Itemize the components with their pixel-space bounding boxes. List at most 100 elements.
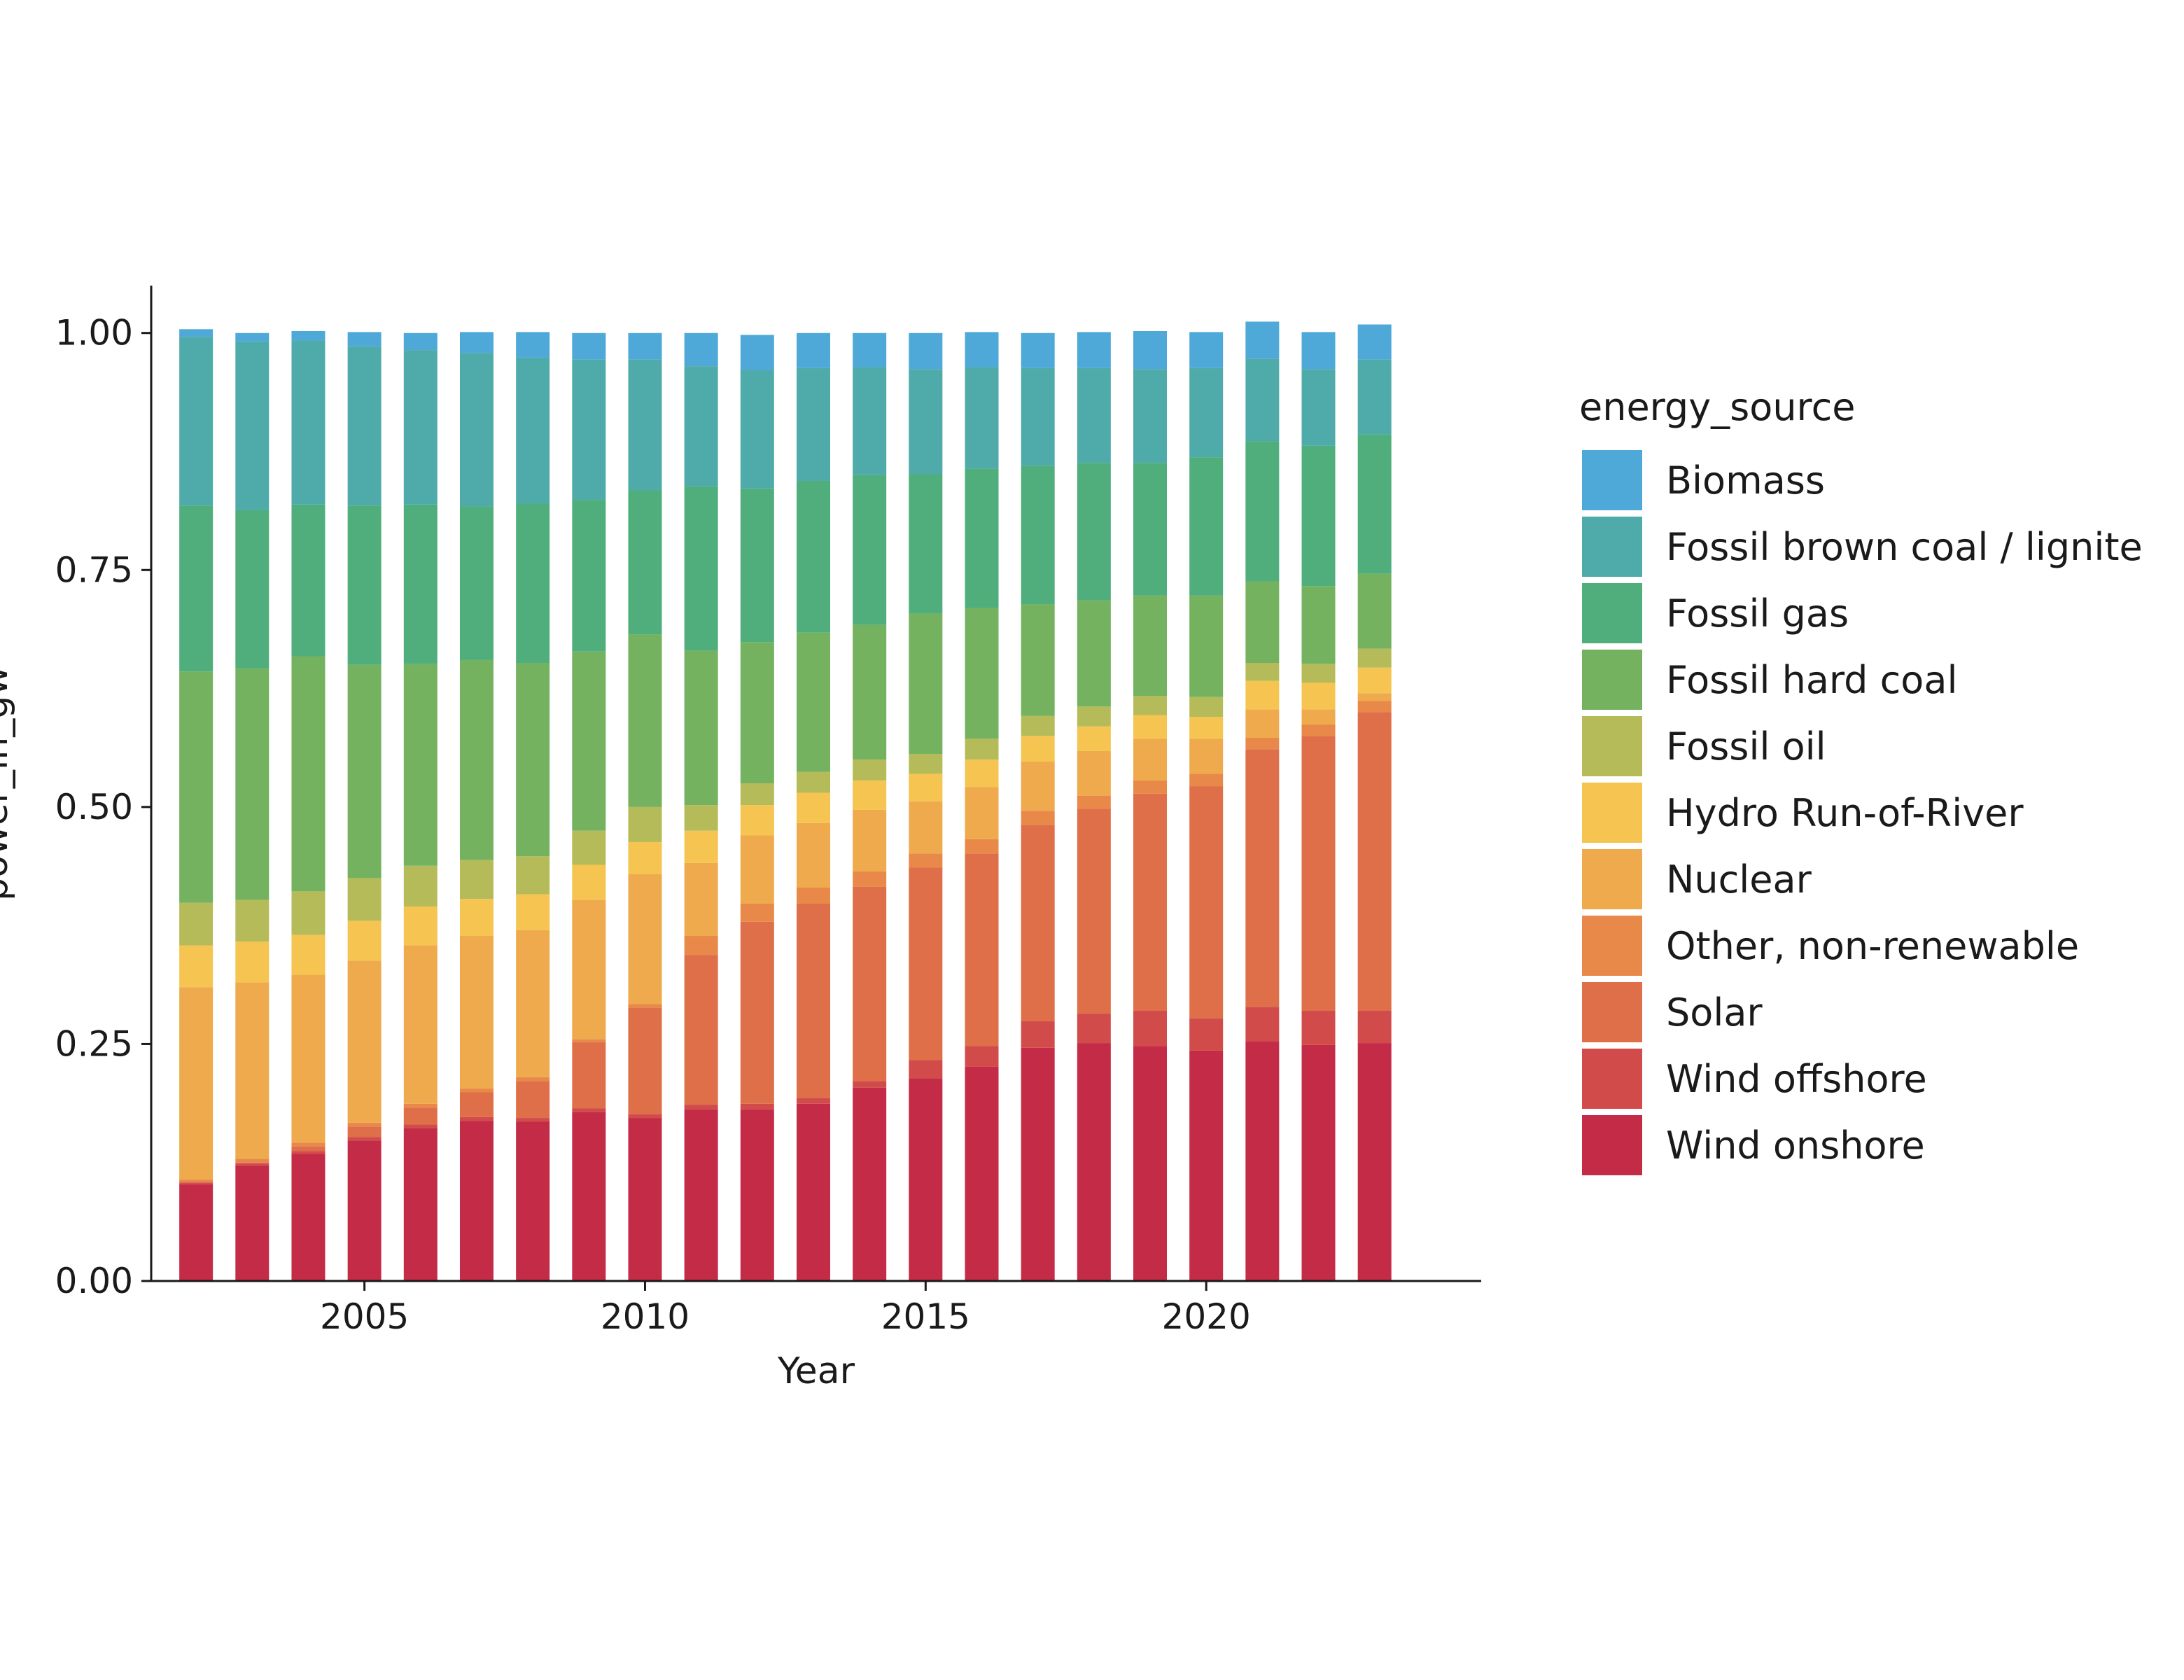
bar-segment-hydro-run-of-river-2006 [403,906,438,946]
bar-segment-wind-offshore-2016 [965,1046,999,1067]
bar-segment-fossil-oil-2015 [909,754,943,774]
bar-segment-hydro-run-of-river-2019 [1133,715,1168,739]
bar-segment-fossil-brown-coal-lignite-2006 [403,350,438,505]
bar-segment-wind-onshore-2006 [403,1128,438,1281]
bar-segment-fossil-gas-2009 [572,500,606,652]
bar-segment-fossil-gas-2019 [1133,463,1168,596]
bar-segment-wind-onshore-2007 [459,1121,493,1281]
y-ticks: 0.00 0.25 0.50 0.75 1.00 [55,313,151,1301]
legend-label: Biomass [1666,458,1825,503]
legend-label: Fossil oil [1666,724,1826,769]
bar-segment-biomass-2011 [684,332,718,367]
bar-segment-other-non-renewable-2006 [403,1103,438,1108]
bar-segment-nuclear-2019 [1133,738,1168,780]
bars-layer [179,321,1392,1281]
bar-segment-solar-2020 [1189,786,1224,1018]
bar-segment-hydro-run-of-river-2014 [853,780,887,810]
bar-segment-fossil-brown-coal-lignite-2019 [1133,369,1168,463]
bar-segment-fossil-gas-2012 [740,488,774,643]
bar-segment-fossil-hard-coal-2015 [909,613,943,755]
y-tick-label: 1.00 [55,313,133,354]
bar-segment-wind-offshore-2023 [1357,1011,1392,1044]
bar-segment-fossil-gas-2002 [179,505,214,672]
bar-segment-other-non-renewable-2004 [291,1142,326,1147]
bar-segment-fossil-gas-2005 [347,505,382,665]
bar-segment-biomass-2004 [291,331,326,341]
bar-segment-fossil-hard-coal-2004 [291,656,326,892]
bar-segment-wind-offshore-2015 [909,1060,943,1079]
bar-segment-fossil-oil-2018 [1077,706,1111,727]
bar-segment-wind-onshore-2018 [1077,1043,1111,1281]
bar-segment-hydro-run-of-river-2017 [1021,736,1055,762]
bar-segment-fossil-hard-coal-2013 [796,632,830,772]
bar-segment-wind-offshore-2002 [179,1182,214,1184]
bar-segment-fossil-brown-coal-lignite-2016 [965,367,999,469]
bar-segment-fossil-gas-2010 [628,490,662,635]
y-tick-label: 0.00 [55,1261,133,1301]
bar-segment-fossil-hard-coal-2012 [740,642,774,783]
bar-segment-nuclear-2010 [628,874,662,1004]
bar-segment-biomass-2020 [1189,332,1224,368]
bar-segment-fossil-oil-2023 [1357,648,1392,668]
bar-segment-fossil-hard-coal-2007 [459,659,493,860]
bar-segment-wind-onshore-2019 [1133,1046,1168,1281]
legend-swatch [1582,517,1642,577]
bar-segment-fossil-oil-2013 [796,771,830,793]
bar-segment-fossil-brown-coal-lignite-2002 [179,337,214,506]
bar-segment-solar-2013 [796,903,830,1098]
bar-segment-nuclear-2014 [853,809,887,872]
bar-segment-fossil-oil-2009 [572,830,606,865]
bar-segment-solar-2023 [1357,712,1392,1011]
bar-segment-wind-offshore-2013 [796,1098,830,1104]
x-axis-title: Year [777,1350,855,1392]
bar-segment-solar-2011 [684,955,718,1105]
bar-segment-biomass-2006 [403,332,438,351]
bar-segment-fossil-hard-coal-2005 [347,664,382,878]
bar-segment-biomass-2023 [1357,324,1392,360]
bar-segment-hydro-run-of-river-2020 [1189,717,1224,739]
bar-segment-fossil-gas-2021 [1245,441,1280,582]
bar-segment-solar-2010 [628,1007,662,1114]
legend-swatch [1582,849,1642,909]
bar-segment-fossil-hard-coal-2003 [235,668,270,900]
bar-segment-fossil-hard-coal-2011 [684,650,718,806]
bar-segment-wind-offshore-2017 [1021,1021,1055,1048]
bar-segment-solar-2014 [853,886,887,1082]
bar-segment-fossil-hard-coal-2008 [516,663,550,857]
bar-segment-hydro-run-of-river-2009 [572,864,606,900]
bar-segment-wind-onshore-2017 [1021,1047,1055,1281]
bar-segment-fossil-brown-coal-lignite-2010 [628,359,662,491]
bar-segment-solar-2005 [347,1126,382,1138]
bar-segment-fossil-oil-2007 [459,860,493,899]
bar-segment-hydro-run-of-river-2023 [1357,667,1392,694]
bar-segment-fossil-brown-coal-lignite-2018 [1077,368,1111,463]
bar-segment-fossil-gas-2022 [1301,445,1336,587]
bar-segment-wind-onshore-2014 [853,1087,887,1281]
legend-label: Fossil hard coal [1666,658,1957,702]
bar-segment-other-non-renewable-2008 [516,1077,550,1082]
bar-segment-wind-onshore-2015 [909,1078,943,1281]
bar-segment-fossil-gas-2003 [235,510,270,669]
bar-segment-fossil-gas-2014 [853,475,887,625]
bar-segment-biomass-2022 [1301,332,1336,370]
legend-label: Wind offshore [1666,1057,1927,1101]
legend-swatch [1582,1115,1642,1175]
bar-segment-solar-2016 [965,853,999,1046]
x-tick-label: 2005 [320,1296,409,1337]
bar-segment-hydro-run-of-river-2003 [235,941,270,983]
bar-segment-biomass-2019 [1133,331,1168,370]
bar-segment-fossil-hard-coal-2020 [1189,595,1224,697]
bar-segment-other-non-renewable-2017 [1021,811,1055,825]
bar-segment-fossil-oil-2006 [403,865,438,907]
x-tick-label: 2015 [881,1296,970,1337]
bar-segment-wind-onshore-2013 [796,1103,830,1281]
bar-segment-biomass-2008 [516,332,550,358]
bar-segment-hydro-run-of-river-2002 [179,945,214,988]
bar-segment-fossil-hard-coal-2002 [179,671,214,903]
legend-label: Wind onshore [1666,1124,1925,1168]
bar-segment-wind-offshore-2008 [516,1118,550,1122]
bar-segment-nuclear-2002 [179,987,214,1180]
bar-segment-solar-2017 [1021,825,1055,1021]
bar-segment-fossil-brown-coal-lignite-2005 [347,346,382,506]
